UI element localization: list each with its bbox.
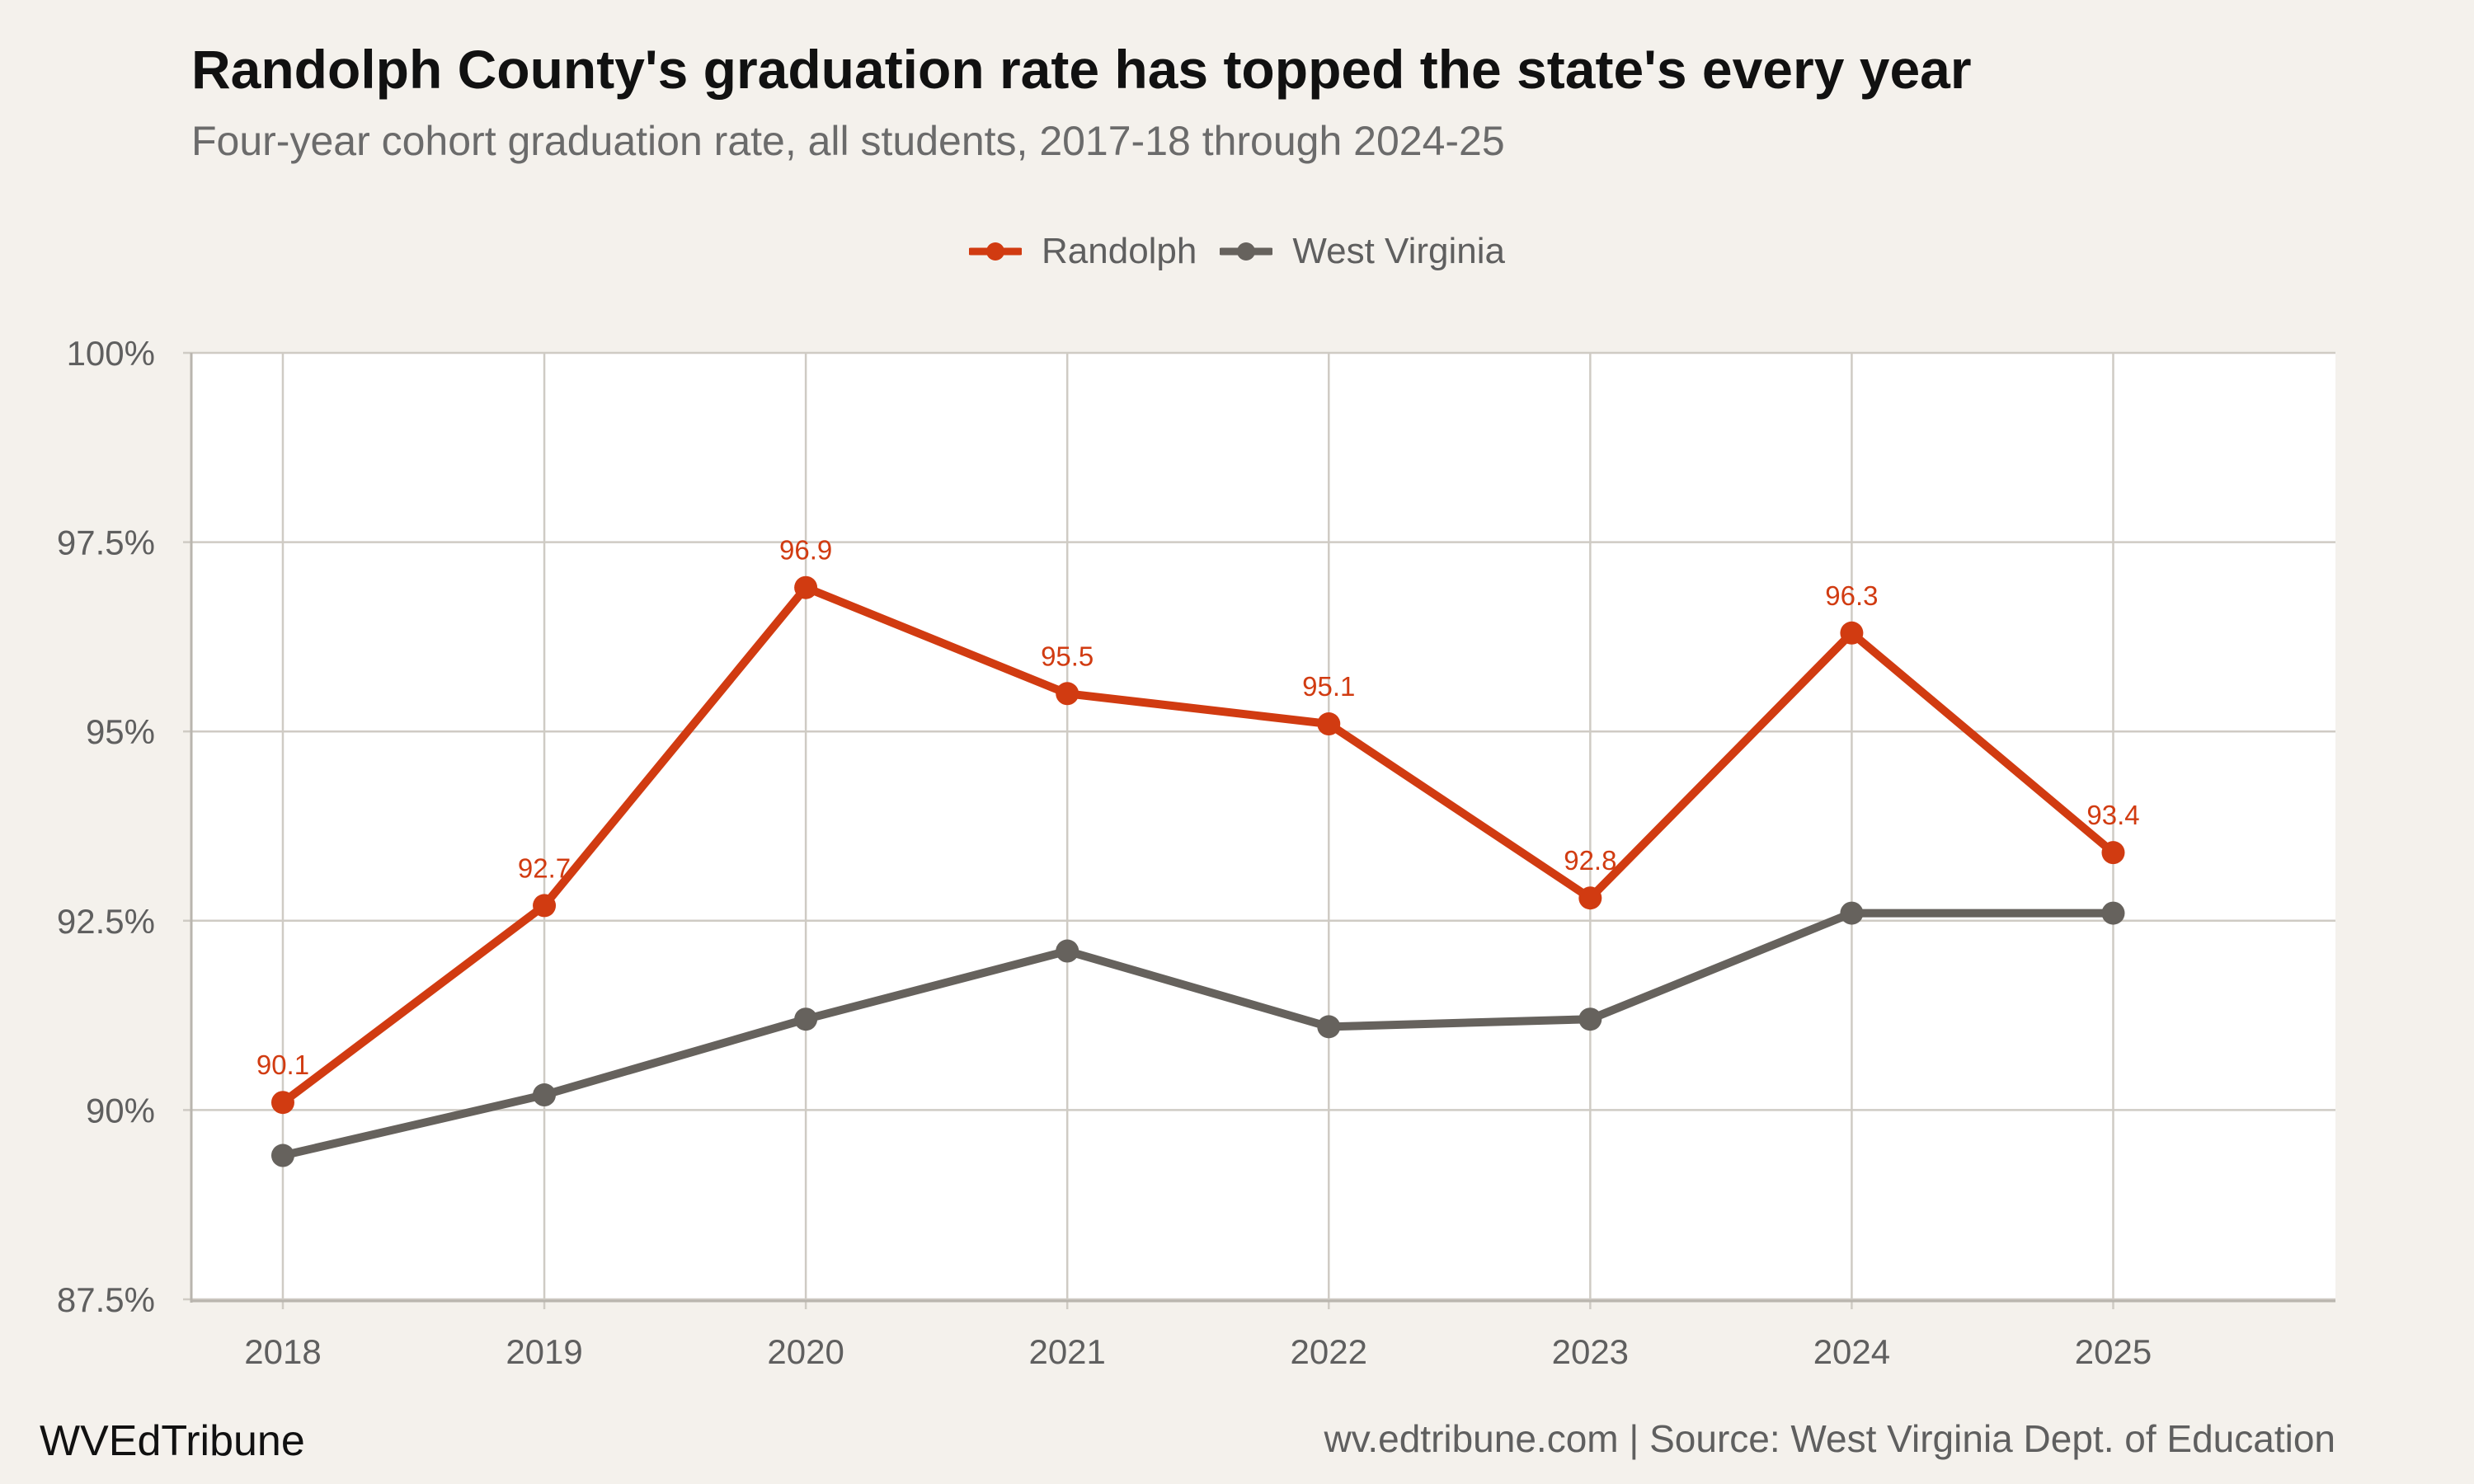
data-point-randolph [533,894,557,918]
data-label-randolph: 96.3 [1825,580,1878,611]
legend-key-west-virginia [1220,242,1273,261]
data-label-randolph: 95.5 [1041,641,1094,671]
legend-label-west-virginia: West Virginia [1292,231,1505,271]
data-point-west-virginia [1578,1007,1602,1031]
x-tick-label: 2021 [1028,1332,1105,1371]
data-label-randolph: 95.1 [1302,671,1355,702]
y-tick-label: 100% [67,334,155,373]
chart-title: Randolph County's graduation rate has to… [191,39,1972,100]
data-point-west-virginia [1317,1015,1341,1039]
data-point-randolph [794,575,818,599]
y-tick-label: 95% [86,712,155,751]
series-line-randolph [278,583,2118,1107]
legend-item-west-virginia: West Virginia [1220,231,1505,272]
x-tick-label: 2022 [1291,1332,1367,1371]
series-line-west-virginia [278,909,2118,1160]
legend-item-randolph: Randolph [969,231,1197,272]
data-label-randolph: 92.7 [518,852,571,883]
data-point-randolph [1840,621,1864,645]
source-note: wv.edtribune.com | Source: West Virginia… [1324,1417,2335,1460]
y-tick-label: 92.5% [57,902,155,941]
data-label-randolph: 96.9 [779,535,832,566]
x-tick-label: 2025 [2075,1332,2152,1371]
data-point-randolph [270,1091,294,1115]
legend-label-randolph: Randolph [1042,231,1197,271]
legend-key-randolph [969,242,1022,261]
data-point-randolph [1578,886,1602,910]
data-point-randolph [1317,712,1341,736]
data-point-randolph [2101,841,2125,865]
data-label-randolph: 93.4 [2086,800,2139,830]
data-point-west-virginia [794,1007,818,1031]
x-tick-label: 2020 [767,1332,844,1371]
data-point-west-virginia [270,1144,294,1167]
y-tick-label: 90% [86,1091,155,1129]
data-label-randolph: 90.1 [256,1050,309,1080]
data-point-west-virginia [2101,901,2125,925]
data-point-west-virginia [1056,939,1079,963]
x-tick-label: 2018 [244,1332,321,1371]
data-point-west-virginia [533,1083,557,1107]
x-tick-label: 2024 [1813,1332,1890,1371]
data-point-randolph [1056,682,1079,706]
x-tick-label: 2023 [1552,1332,1629,1371]
data-point-west-virginia [1840,901,1864,925]
plot-panel [191,353,2335,1299]
brand-label: WVEdTribune [40,1417,305,1465]
legend: Randolph West Virginia [0,231,2474,272]
y-tick-label: 97.5% [57,524,155,562]
chart-subtitle: Four-year cohort graduation rate, all st… [191,118,1505,164]
x-tick-label: 2019 [506,1332,582,1371]
y-tick-label: 87.5% [57,1280,155,1319]
data-label-randolph: 92.8 [1564,845,1616,876]
